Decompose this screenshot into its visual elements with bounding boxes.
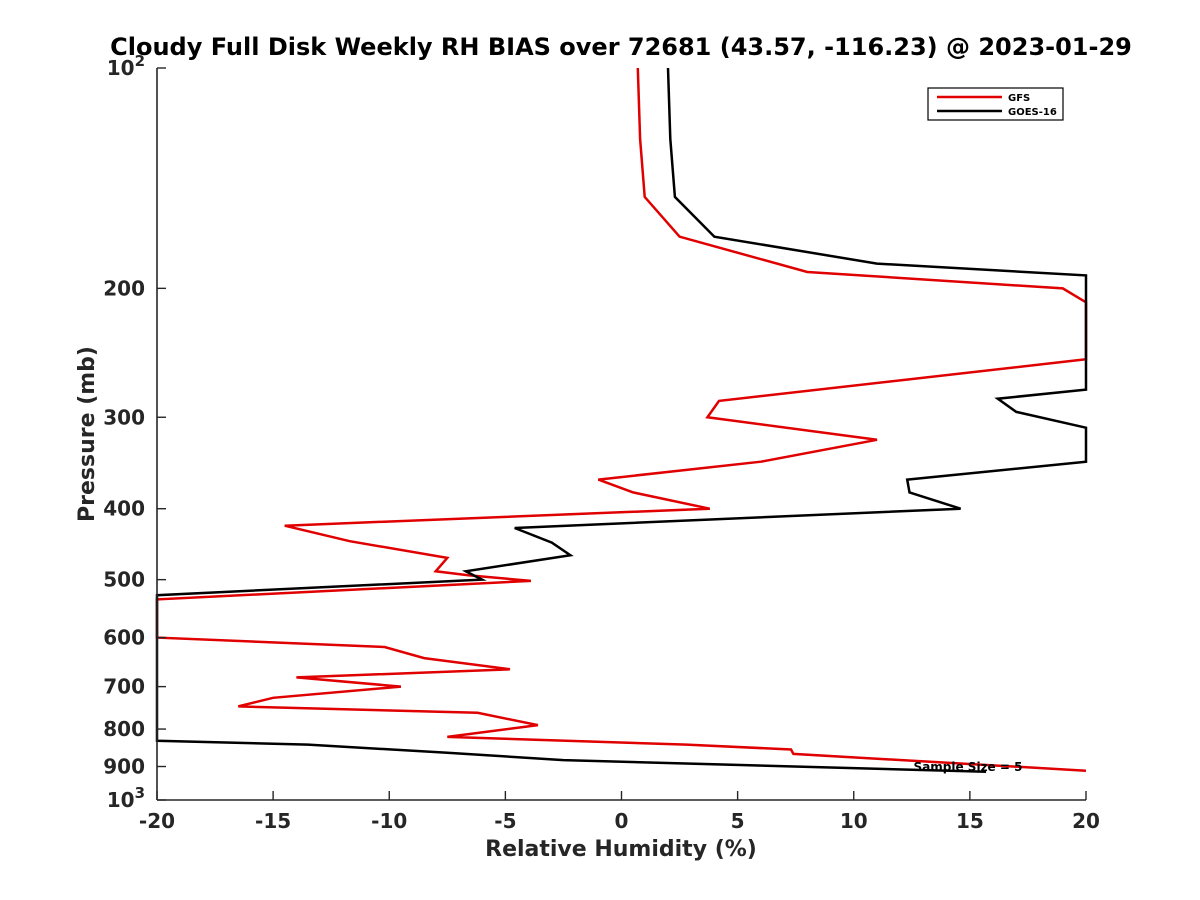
y-tick-label: 400 [103,497,145,521]
y-tick-label: 800 [103,717,145,741]
y-tick-label: 300 [103,405,145,429]
y-tick-label: 500 [103,568,145,592]
y-tick-label: 600 [103,626,145,650]
plot-area [157,68,1086,800]
x-tick-label: 5 [731,809,745,833]
sample-size-annotation: Sample Size = 5 [914,760,1023,774]
y-tick-label: 103 [107,784,145,812]
x-tick-label: 20 [1072,809,1100,833]
legend: GFS GOES-16 [927,87,1064,121]
y-axis-ticks: 102 200 300 400 500 600 700 800 900 103 [103,52,166,812]
chart-title: Cloudy Full Disk Weekly RH BIAS over 726… [110,33,1132,61]
legend-label-goes-16: GOES-16 [1008,107,1057,118]
legend-label-gfs: GFS [1008,93,1030,104]
x-tick-label: -10 [371,809,407,833]
x-axis-label: Relative Humidity (%) [485,837,757,862]
y-tick-label: 200 [103,276,145,300]
x-tick-label: -15 [255,809,291,833]
y-tick-label: 900 [103,755,145,779]
x-tick-label: 15 [956,809,984,833]
x-tick-label: 10 [840,809,868,833]
y-axis-label: Pressure (mb) [75,346,100,522]
y-tick-label: 700 [103,675,145,699]
x-tick-label: -5 [494,809,516,833]
y-tick-label: 102 [107,52,145,80]
legend-box [927,87,1064,121]
x-tick-label: 0 [615,809,629,833]
x-axis-ticks: -20 -15 -10 -5 0 5 10 15 20 [139,791,1100,833]
x-tick-label: -20 [139,809,175,833]
